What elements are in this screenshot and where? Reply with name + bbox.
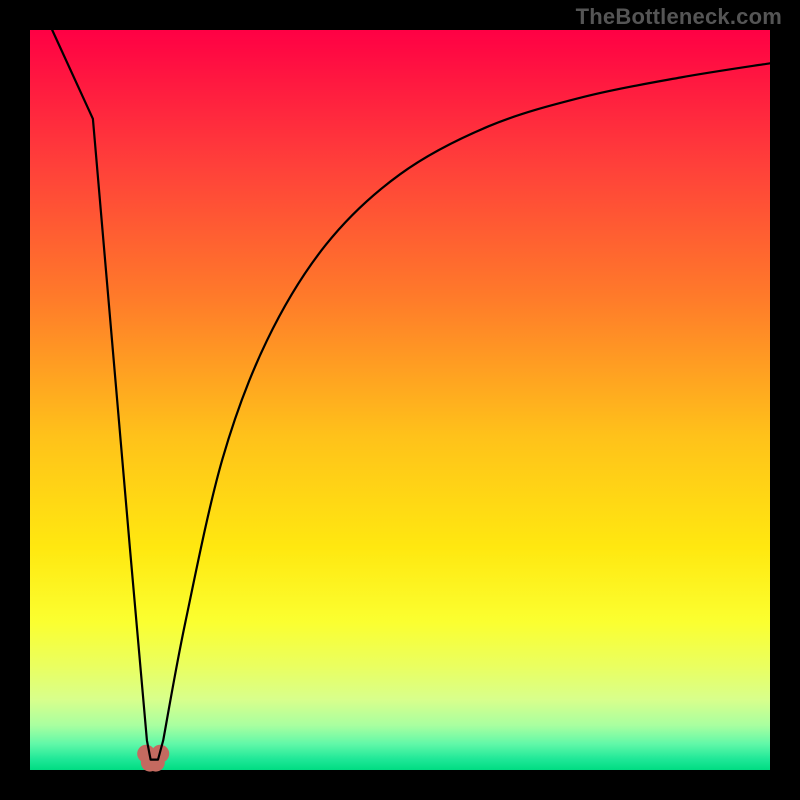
chart-svg xyxy=(0,0,800,800)
watermark-text: TheBottleneck.com xyxy=(576,4,782,30)
chart-background-gradient xyxy=(30,30,770,770)
chart-container: TheBottleneck.com xyxy=(0,0,800,800)
